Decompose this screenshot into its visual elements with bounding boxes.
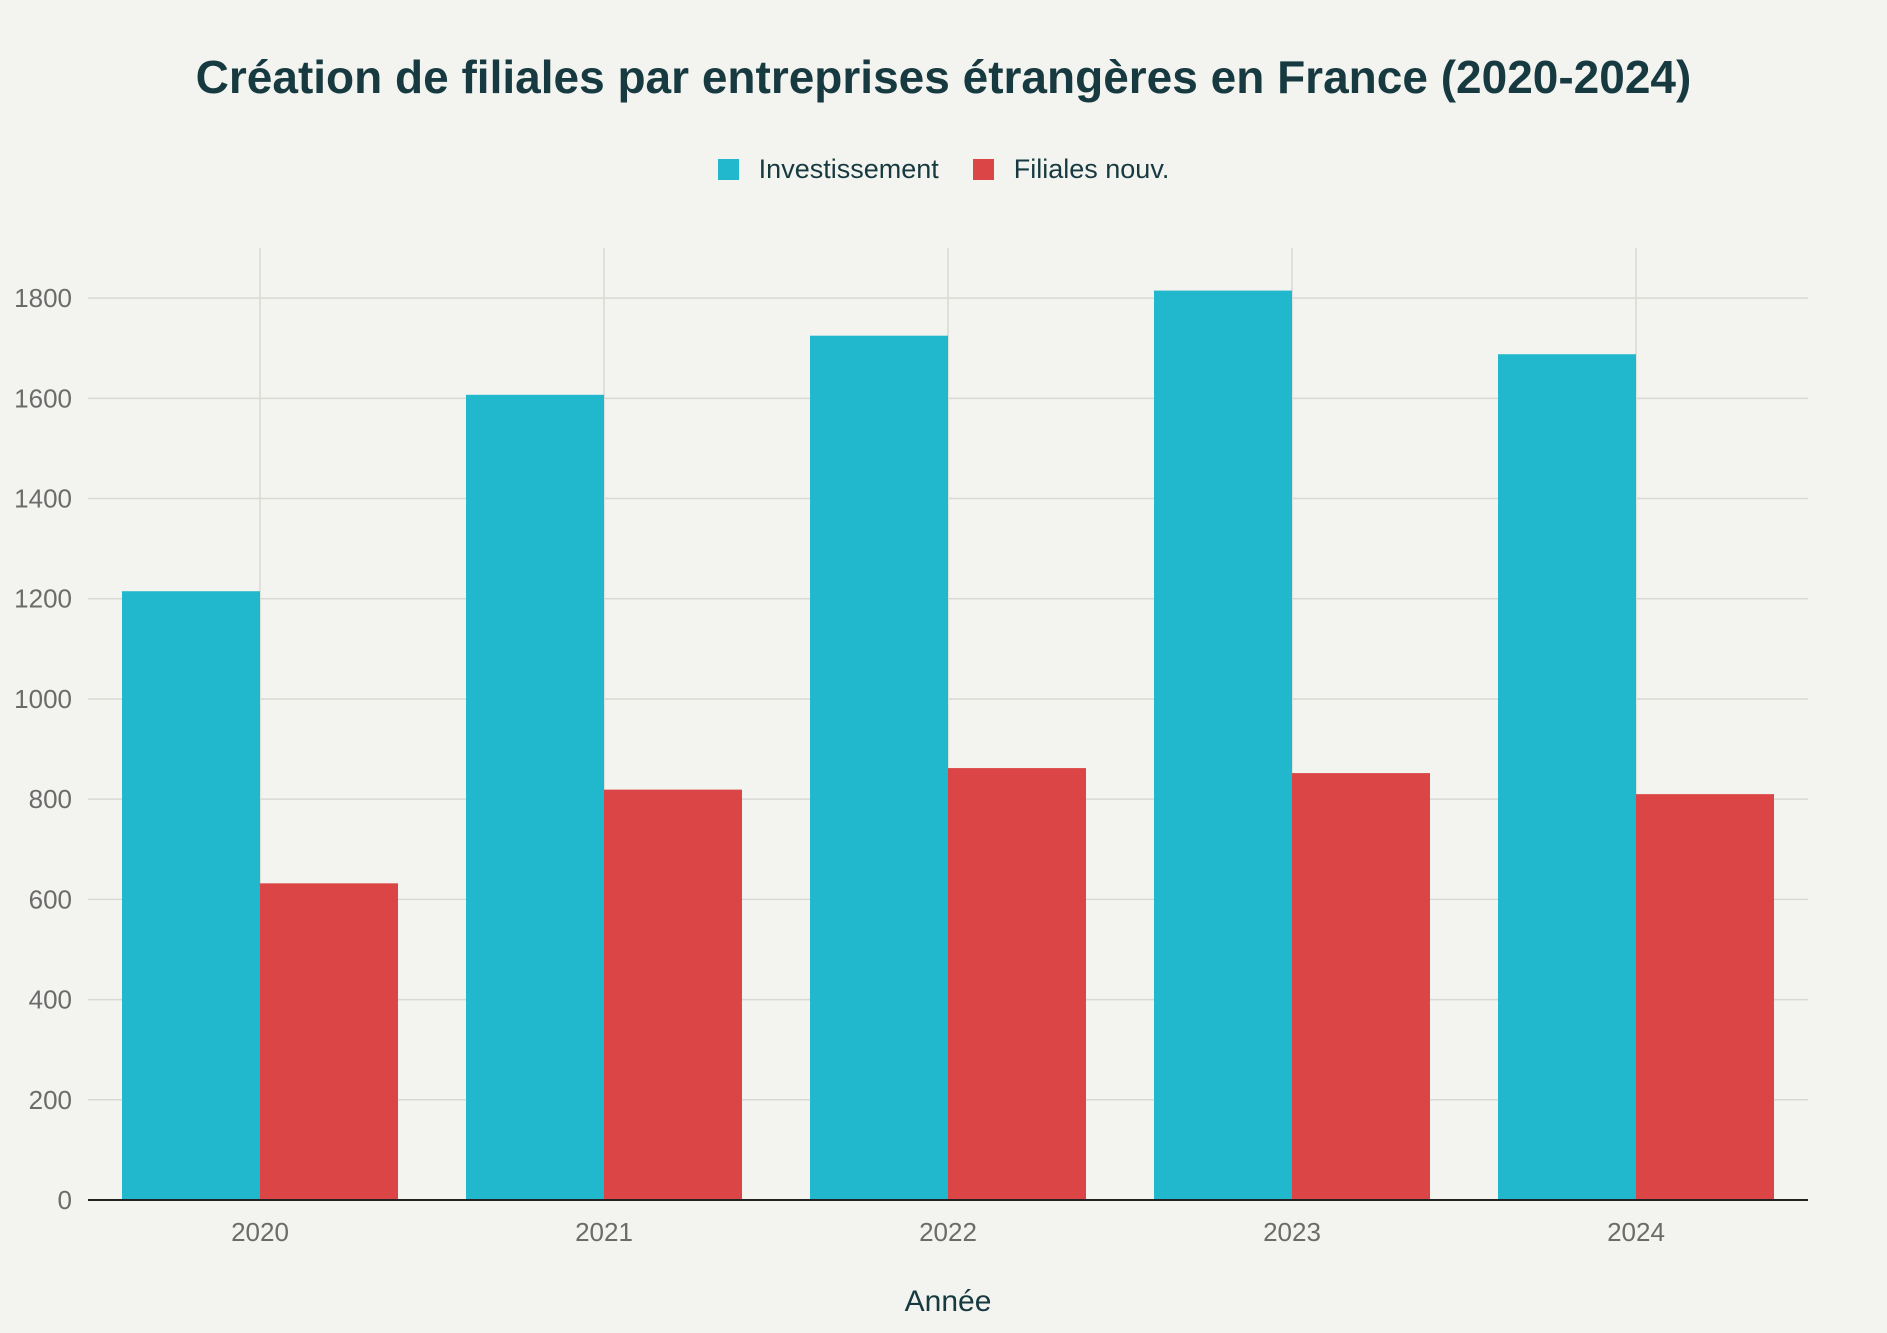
chart-title: Création de filiales par entreprises étr… <box>195 51 1692 103</box>
bar-investissement-2020[interactable] <box>122 591 260 1200</box>
x-tick-label: 2021 <box>575 1217 633 1247</box>
x-tick-label: 2022 <box>919 1217 977 1247</box>
x-tick-labels: 2020 2021 2022 2023 2024 <box>231 1217 1665 1247</box>
legend-swatch-filiales <box>972 159 994 180</box>
y-tick-label: 400 <box>29 985 72 1015</box>
y-tick-label: 200 <box>29 1085 72 1115</box>
legend-label-investissement: Investissement <box>758 154 939 184</box>
bars <box>122 290 1774 1200</box>
x-tick-label: 2020 <box>231 1217 289 1247</box>
y-tick-label: 1800 <box>14 283 72 313</box>
y-tick-label: 1600 <box>14 383 72 413</box>
y-tick-label: 1000 <box>14 684 72 714</box>
legend-item-filiales[interactable]: Filiales nouv. <box>972 154 1170 185</box>
y-tick-label: 800 <box>29 784 72 814</box>
x-tick-label: 2024 <box>1607 1217 1665 1247</box>
y-tick-labels: 0 200 400 600 800 1000 1200 1400 1600 1800 <box>14 283 72 1215</box>
x-axis-title: Année <box>905 1285 992 1318</box>
bar-filiales-2021[interactable] <box>604 789 742 1200</box>
bar-investissement-2022[interactable] <box>810 335 948 1200</box>
legend-label-filiales: Filiales nouv. <box>1013 154 1170 184</box>
x-tick-label: 2023 <box>1263 1217 1321 1247</box>
bar-filiales-2020[interactable] <box>260 883 398 1200</box>
y-tick-label: 600 <box>29 884 72 914</box>
legend: Investissement Filiales nouv. <box>0 154 1887 185</box>
bar-filiales-2023[interactable] <box>1292 773 1430 1200</box>
y-tick-label: 1200 <box>14 584 72 614</box>
bar-investissement-2021[interactable] <box>466 394 604 1200</box>
y-tick-label: 1400 <box>14 484 72 514</box>
bar-filiales-2022[interactable] <box>948 768 1086 1200</box>
legend-item-investissement[interactable]: Investissement <box>717 154 939 185</box>
y-tick-label: 0 <box>58 1185 72 1215</box>
legend-swatch-investissement <box>717 159 739 180</box>
bar-investissement-2023[interactable] <box>1154 290 1292 1200</box>
bar-investissement-2024[interactable] <box>1498 354 1636 1200</box>
bar-filiales-2024[interactable] <box>1636 794 1774 1200</box>
